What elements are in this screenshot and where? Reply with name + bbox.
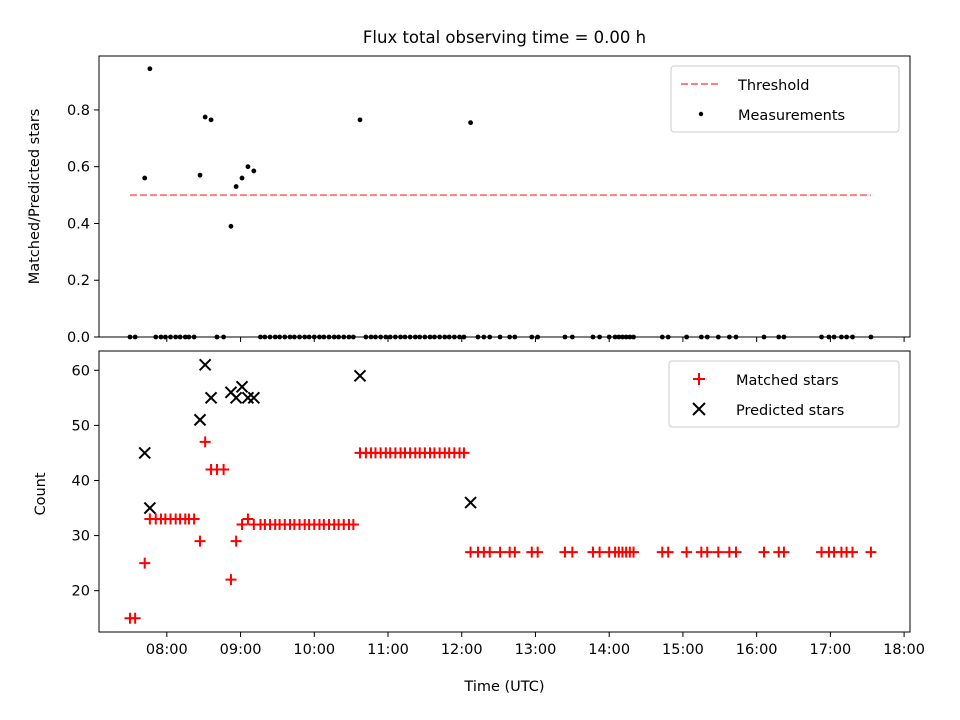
bottom-chart-frame xyxy=(98,350,911,633)
predicted-star-point xyxy=(204,391,218,405)
top-chart-title: Flux total observing time = 0.00 h xyxy=(363,28,646,47)
x-tick-label: 17:00 xyxy=(809,642,851,658)
matched-star-point xyxy=(865,546,877,558)
x-tick-label: 11:00 xyxy=(367,642,409,658)
predicted-star-point xyxy=(229,391,243,405)
matched-star-point xyxy=(139,557,151,569)
x-tick-label: 15:00 xyxy=(662,642,704,658)
y-tick-label: 0.6 xyxy=(67,160,90,176)
legend-matched-label: Matched stars xyxy=(736,373,839,389)
legend-matched-marker xyxy=(693,373,705,385)
legend-threshold-label: Threshold xyxy=(737,78,809,94)
matched-star-point xyxy=(712,546,724,558)
x-tick-label: 08:00 xyxy=(146,642,188,658)
x-tick-label: 13:00 xyxy=(515,642,557,658)
bottom-y-axis: 20 30 40 50 60 xyxy=(72,363,99,600)
predicted-star-point xyxy=(193,413,207,427)
predicted-star-point xyxy=(235,380,249,394)
matched-star-point xyxy=(846,546,858,558)
measurement-point xyxy=(245,164,251,170)
y-tick-label: 0.8 xyxy=(67,103,90,119)
measurement-point xyxy=(208,117,214,123)
top-legend: Threshold Measurements xyxy=(670,65,900,133)
predicted-star-point xyxy=(247,391,261,405)
measurement-point xyxy=(142,175,148,181)
predicted-star-point xyxy=(464,496,477,509)
matched-star-point xyxy=(532,546,544,558)
measurement-point xyxy=(468,120,473,126)
bottom-x-axis: 08:00 09:00 10:00 11:00 12:00 13:00 14:00 15:00… xyxy=(146,632,925,658)
legend-measurements-label: Measurements xyxy=(738,108,845,124)
predicted-star-point xyxy=(138,446,151,460)
matched-star-point xyxy=(566,546,578,558)
matched-star-point xyxy=(509,546,521,558)
bottom-legend-box xyxy=(668,360,900,428)
matched-star-point xyxy=(199,436,211,448)
matched-star-point xyxy=(225,574,237,586)
legend-predicted-label: Predicted stars xyxy=(736,403,844,419)
measurement-point xyxy=(147,66,153,72)
y-tick-label: 0.4 xyxy=(67,216,90,232)
predicted-star-point xyxy=(241,391,255,405)
predicted-star-point xyxy=(143,501,157,515)
matched-star-point xyxy=(484,546,496,558)
x-tick-label: 12:00 xyxy=(441,642,483,658)
measurement-point xyxy=(357,117,363,123)
bottom-y-axis-label: Count xyxy=(33,472,49,515)
matched-star-point xyxy=(194,535,206,547)
matched-star-point xyxy=(628,546,640,558)
x-tick-label: 14:00 xyxy=(588,642,630,658)
legend-predicted-marker xyxy=(692,402,706,416)
matched-star-point xyxy=(494,546,506,558)
y-tick-label: 30 xyxy=(72,529,90,545)
x-tick-label: 16:00 xyxy=(736,642,778,658)
measurement-point xyxy=(228,223,234,229)
top-y-axis-label: Matched/Predicted stars xyxy=(27,109,43,285)
x-tick-label: 09:00 xyxy=(220,642,262,658)
y-tick-label: 0.2 xyxy=(67,273,90,289)
matched-star-point xyxy=(701,546,713,558)
bottom-x-axis-label: Time (UTC) xyxy=(463,679,544,695)
matched-star-point xyxy=(188,513,200,525)
measurement-point xyxy=(239,175,245,181)
matched-star-point xyxy=(730,546,742,558)
matched-star-point xyxy=(778,546,790,558)
measurement-point xyxy=(197,172,203,178)
x-tick-label: 18:00 xyxy=(883,642,925,658)
matched-star-point xyxy=(218,463,230,475)
matched-star-point xyxy=(681,546,693,558)
top-x-ticks xyxy=(166,337,905,342)
measurement-point xyxy=(202,114,208,120)
legend-measurements-marker xyxy=(698,111,704,117)
matched-star-point xyxy=(662,546,674,558)
matched-star-point xyxy=(458,447,470,459)
y-tick-label: 50 xyxy=(72,418,90,434)
y-tick-label: 20 xyxy=(72,584,90,600)
top-chart-marks xyxy=(127,66,874,340)
measurement-point xyxy=(251,168,257,174)
top-chart-frame xyxy=(98,55,911,338)
bottom-chart: 20 30 40 50 60 08:00 09:00 10:00 11:00 12:00 13:0… xyxy=(33,350,925,695)
x-tick-label: 10:00 xyxy=(293,642,335,658)
y-tick-label: 0.0 xyxy=(67,330,90,346)
bottom-chart-marks xyxy=(124,358,877,624)
matched-star-point xyxy=(230,535,242,547)
y-tick-label: 40 xyxy=(72,473,90,489)
matched-star-point xyxy=(236,519,248,531)
matched-star-point xyxy=(594,546,606,558)
y-tick-label: 60 xyxy=(72,363,90,379)
top-y-axis: 0.0 0.2 0.4 0.6 0.8 xyxy=(67,103,99,346)
predicted-star-point xyxy=(353,369,367,383)
matched-star-point xyxy=(129,612,141,624)
measurement-point xyxy=(233,184,239,189)
matched-star-point xyxy=(242,513,254,525)
matched-star-point xyxy=(758,546,770,558)
top-legend-box xyxy=(670,65,900,133)
matched-star-point xyxy=(347,519,359,531)
predicted-star-point xyxy=(198,358,212,371)
bottom-legend: Matched stars Predicted stars xyxy=(668,360,900,428)
top-chart: 0.00.20.40.60.8 Matched/Predicted stars … xyxy=(27,55,911,346)
